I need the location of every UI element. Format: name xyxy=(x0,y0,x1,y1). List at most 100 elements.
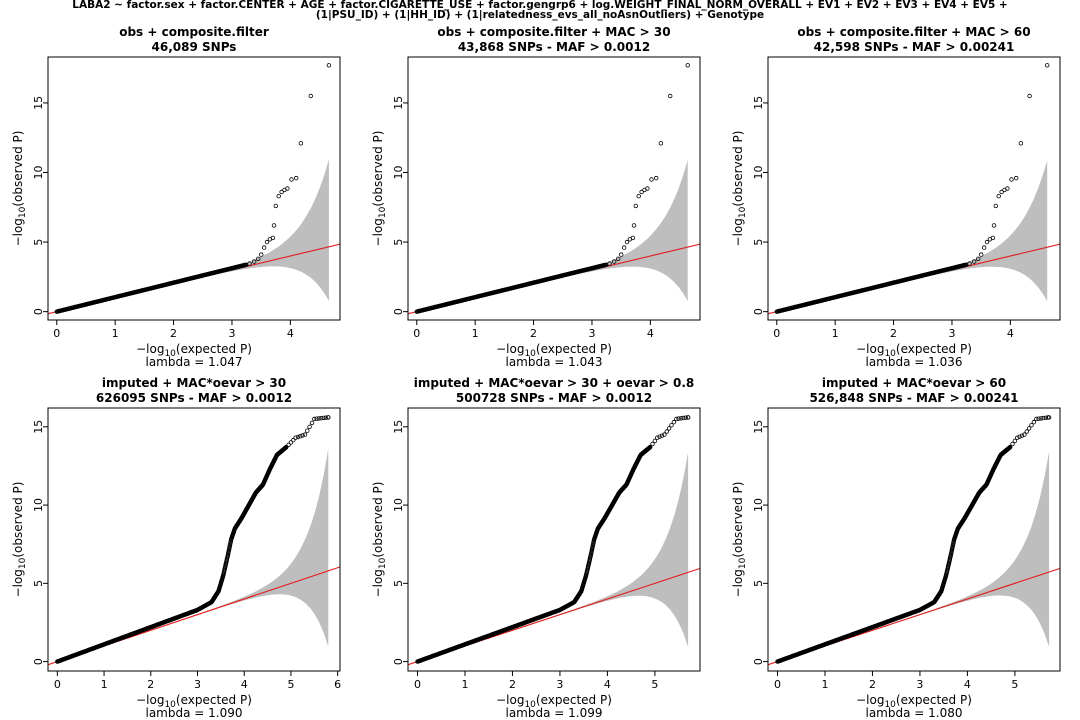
x-tick-label: 0 xyxy=(54,678,61,691)
plot-area xyxy=(768,63,1060,315)
x-tick-label: 5 xyxy=(651,678,658,691)
qq-point xyxy=(326,415,331,420)
y-tick-label: 5 xyxy=(32,580,45,587)
qq-point xyxy=(1036,416,1041,421)
x-tick-label: 2 xyxy=(890,327,897,340)
qq-point xyxy=(657,434,662,439)
qq-point xyxy=(993,203,998,209)
panel-subtitle: 500728 SNPs - MAF > 0.0012 xyxy=(456,391,652,405)
qq-point xyxy=(1005,186,1010,191)
plot-area xyxy=(408,415,700,666)
x-tick-label: 2 xyxy=(170,327,177,340)
qq-point xyxy=(967,261,972,266)
qq-point xyxy=(1015,435,1020,440)
y-axis-label: −log10(observed P) xyxy=(731,131,748,247)
qq-point xyxy=(624,239,630,245)
y-tick-label: 10 xyxy=(32,165,45,179)
x-tick-label: 1 xyxy=(832,327,839,340)
qq-point xyxy=(630,235,635,241)
qq-point xyxy=(298,434,303,439)
qq-point xyxy=(271,223,277,228)
qq-point xyxy=(1024,429,1029,434)
qq-point xyxy=(1010,441,1015,447)
qq-point xyxy=(273,203,278,209)
qq-point xyxy=(298,141,304,146)
qq-point xyxy=(279,189,284,195)
points xyxy=(55,415,331,664)
x-tick-label: 2 xyxy=(509,678,516,691)
y-tick-label: 0 xyxy=(32,658,45,665)
y-tick-label: 15 xyxy=(392,96,405,110)
qq-point xyxy=(302,432,308,437)
x-axis-label: −log10(expected P) xyxy=(496,693,612,710)
figure-title-line-2: (1|PSU_ID) + (1|HH_ID) + (1|relatedness_… xyxy=(315,9,765,21)
x-tick-label: 3 xyxy=(556,678,563,691)
points xyxy=(415,415,691,664)
qq-point xyxy=(256,256,261,261)
x-axis-label: −log10(expected P) xyxy=(496,342,612,359)
x-tick-label: 3 xyxy=(916,678,923,691)
points xyxy=(54,63,332,314)
y-tick-label: 15 xyxy=(752,96,765,110)
plot-frame xyxy=(407,407,701,672)
qq-point xyxy=(309,420,315,426)
y-tick-label: 5 xyxy=(392,239,405,246)
points xyxy=(775,415,1052,664)
qq-point xyxy=(678,416,684,421)
qq-point xyxy=(1012,438,1018,444)
qq-point xyxy=(683,415,688,420)
x-tick-label: 2 xyxy=(147,678,154,691)
panel-subtitle: 43,868 SNPs - MAF > 0.0012 xyxy=(458,40,650,54)
plot-frame xyxy=(407,56,701,321)
qq-point xyxy=(284,444,289,450)
qq-point xyxy=(312,416,317,422)
x-tick-label: 6 xyxy=(334,678,341,691)
plot-area xyxy=(408,63,700,315)
qq-point xyxy=(295,434,301,440)
x-tick-label: 4 xyxy=(287,327,294,340)
x-tick-label: 1 xyxy=(461,678,468,691)
qq-point xyxy=(654,175,659,181)
qq-point xyxy=(669,423,674,428)
qq-point xyxy=(652,438,658,444)
x-tick-label: 3 xyxy=(948,327,955,340)
qq-point xyxy=(612,259,617,264)
qq-point xyxy=(685,415,691,420)
panel-title: imputed + MAC*oevar > 30 + oevar > 0.8 xyxy=(414,376,695,390)
qq-point xyxy=(639,189,644,195)
qq-point xyxy=(286,442,291,447)
qq-panel-5: imputed + MAC*oevar > 30 + oevar > 0.850… xyxy=(371,376,701,720)
qq-point xyxy=(1046,415,1052,420)
x-tick-label: 4 xyxy=(241,678,248,691)
qq-point xyxy=(247,261,252,266)
qq-point xyxy=(633,203,638,209)
qq-panel-2: obs + composite.filter + MAC > 3043,868 … xyxy=(371,25,701,369)
qq-point xyxy=(316,416,322,421)
x-tick-label: 4 xyxy=(964,678,971,691)
x-tick-label: 1 xyxy=(101,678,108,691)
qq-point xyxy=(666,426,672,431)
qq-point xyxy=(662,432,667,437)
qq-point xyxy=(972,259,977,264)
x-tick-label: 0 xyxy=(773,327,780,340)
plot-frame xyxy=(47,56,341,321)
points xyxy=(414,63,690,314)
qq-point xyxy=(1019,433,1025,438)
qq-panel-3: obs + composite.filter + MAC > 6042,598 … xyxy=(731,25,1061,369)
qq-point xyxy=(264,239,270,245)
qq-point xyxy=(321,415,326,421)
qq-point xyxy=(664,429,669,434)
qq-point xyxy=(1007,444,1013,450)
qq-point xyxy=(1026,426,1032,431)
qq-point xyxy=(305,428,310,433)
plot-area xyxy=(48,415,340,666)
confidence-band xyxy=(56,159,329,312)
confidence-band xyxy=(776,160,1048,312)
x-tick-label: 1 xyxy=(112,327,119,340)
x-tick-label: 1 xyxy=(472,327,479,340)
y-tick-label: 10 xyxy=(392,498,405,512)
qq-point xyxy=(1029,423,1034,428)
x-tick-label: 4 xyxy=(647,327,654,340)
